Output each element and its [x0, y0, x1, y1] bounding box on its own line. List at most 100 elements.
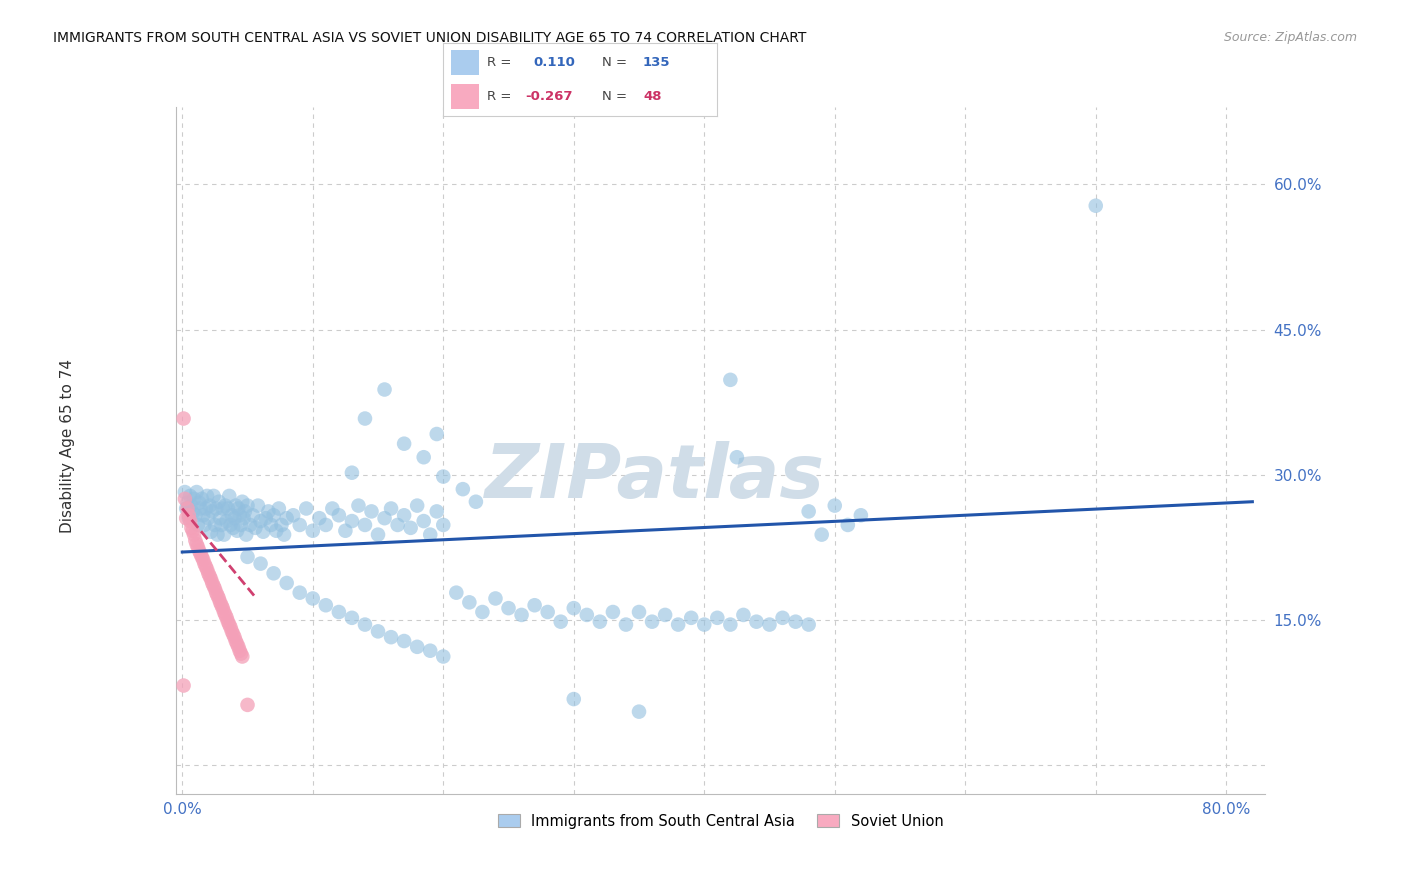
Point: [245, 521, 267, 535]
Point: [654, 607, 676, 622]
Point: [207, 589, 229, 603]
Point: [236, 499, 259, 513]
Point: [222, 627, 245, 641]
Point: [354, 411, 377, 425]
Point: [810, 527, 832, 541]
Point: [614, 617, 637, 632]
Point: [174, 511, 197, 525]
Text: Source: ZipAtlas.com: Source: ZipAtlas.com: [1223, 31, 1357, 45]
Point: [392, 436, 415, 450]
Point: [367, 527, 389, 541]
Point: [471, 605, 494, 619]
Point: [693, 617, 716, 632]
Point: [212, 605, 235, 619]
Point: [215, 611, 238, 625]
Point: [562, 601, 585, 615]
Point: [797, 504, 820, 518]
Point: [315, 599, 337, 613]
Point: [184, 533, 207, 548]
Point: [267, 501, 290, 516]
Point: [725, 450, 748, 465]
Point: [202, 579, 225, 593]
Point: [641, 615, 664, 629]
Point: [180, 499, 202, 513]
Point: [288, 585, 311, 599]
Text: ZIPatlas: ZIPatlas: [485, 442, 825, 515]
Bar: [451, 50, 478, 75]
Point: [446, 585, 468, 599]
Point: [263, 508, 285, 523]
Point: [666, 617, 689, 632]
Point: [681, 611, 703, 625]
Point: [215, 514, 238, 528]
Text: 135: 135: [643, 56, 671, 69]
Point: [249, 557, 271, 571]
Point: [186, 485, 208, 500]
Point: [249, 514, 271, 528]
Point: [214, 499, 236, 513]
Point: [228, 508, 250, 523]
Point: [328, 508, 350, 523]
Text: R =: R =: [486, 56, 512, 69]
Point: [226, 637, 249, 651]
Point: [498, 601, 520, 615]
Point: [202, 489, 225, 503]
Text: N =: N =: [602, 90, 627, 103]
Point: [523, 599, 546, 613]
Point: [254, 511, 277, 525]
Point: [200, 524, 222, 539]
Point: [232, 511, 254, 525]
Point: [718, 373, 741, 387]
Point: [451, 482, 474, 496]
Point: [335, 524, 357, 538]
Point: [406, 499, 429, 513]
Point: [229, 647, 252, 661]
Point: [257, 504, 280, 518]
Point: [419, 643, 441, 657]
Point: [824, 499, 846, 513]
Point: [224, 511, 246, 525]
Point: [217, 501, 239, 516]
Point: [374, 383, 396, 397]
Point: [174, 501, 197, 516]
Point: [207, 527, 229, 541]
Point: [575, 607, 598, 622]
Legend: Immigrants from South Central Asia, Soviet Union: Immigrants from South Central Asia, Sovi…: [492, 808, 949, 835]
Point: [276, 511, 298, 525]
Point: [226, 524, 249, 538]
Point: [193, 518, 215, 533]
Point: [562, 692, 585, 706]
Point: [191, 549, 214, 564]
Point: [354, 518, 377, 533]
Point: [204, 518, 226, 533]
Point: [283, 508, 305, 523]
Point: [228, 501, 250, 516]
Point: [179, 489, 201, 503]
Point: [550, 615, 572, 629]
Point: [392, 508, 415, 523]
Point: [340, 514, 363, 528]
Point: [288, 518, 311, 533]
Text: IMMIGRANTS FROM SOUTH CENTRAL ASIA VS SOVIET UNION DISABILITY AGE 65 TO 74 CORRE: IMMIGRANTS FROM SOUTH CENTRAL ASIA VS SO…: [53, 31, 807, 45]
Point: [211, 601, 233, 615]
Point: [340, 466, 363, 480]
Point: [484, 591, 506, 606]
Point: [367, 624, 389, 639]
Point: [380, 501, 402, 516]
Point: [758, 617, 780, 632]
Point: [219, 518, 242, 533]
Point: [733, 607, 755, 622]
Point: [209, 518, 232, 533]
Point: [228, 640, 250, 654]
Point: [354, 617, 377, 632]
Point: [221, 624, 243, 639]
Point: [263, 566, 285, 581]
Point: [231, 649, 253, 664]
Text: 48: 48: [643, 90, 662, 103]
Point: [264, 524, 287, 538]
Point: [246, 499, 269, 513]
Point: [301, 524, 323, 538]
Point: [785, 615, 807, 629]
Point: [627, 705, 650, 719]
Point: [229, 518, 252, 533]
